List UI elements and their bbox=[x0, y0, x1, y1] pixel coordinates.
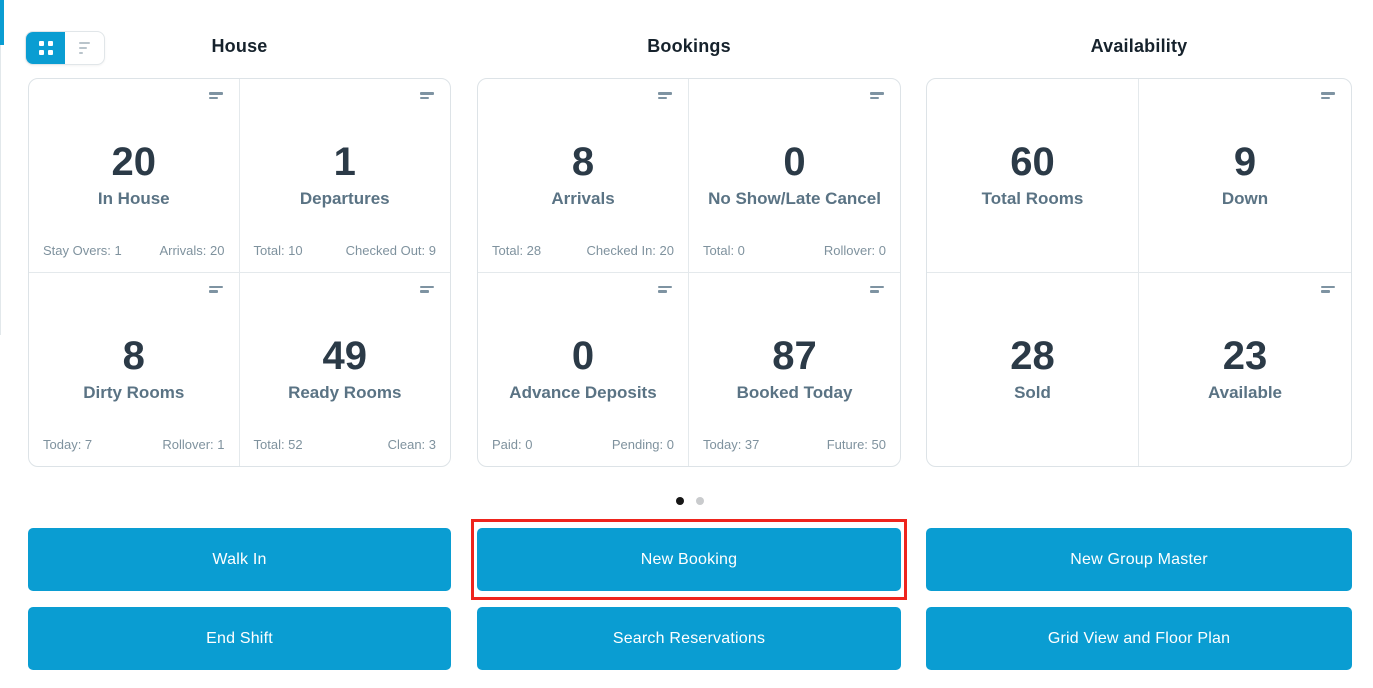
carousel-dots bbox=[28, 492, 1352, 510]
stat-card-down: 9 Down bbox=[1139, 79, 1351, 273]
stat-foot-right: Checked Out: 9 bbox=[345, 242, 436, 258]
stat-label: Advance Deposits bbox=[509, 383, 657, 403]
stat-label: Departures bbox=[299, 189, 390, 209]
stat-card-departures: 1 Departures Total: 10 Checked Out: 9 bbox=[239, 79, 450, 273]
card-menu-icon[interactable] bbox=[420, 285, 434, 293]
stat-card-arrivals: 8 Arrivals Total: 28 Checked In: 20 bbox=[478, 79, 689, 273]
stat-value: 60 bbox=[1010, 140, 1055, 185]
stat-value: 1 bbox=[333, 140, 356, 185]
search-reservations-button[interactable]: Search Reservations bbox=[477, 607, 901, 670]
stat-foot-right: Arrivals: 20 bbox=[159, 242, 225, 258]
view-toggle bbox=[25, 31, 105, 65]
stat-label: Total Rooms bbox=[981, 189, 1084, 209]
card-menu-icon[interactable] bbox=[208, 285, 223, 293]
card-menu-icon[interactable] bbox=[870, 92, 884, 99]
section-title-house: House bbox=[211, 36, 268, 56]
stat-value: 0 bbox=[783, 140, 806, 185]
grid-icon bbox=[38, 41, 53, 55]
stat-card-advance-deposits: 0 Advance Deposits Paid: 0 Pending: 0 bbox=[478, 272, 689, 466]
availability-panel: 60 Total Rooms 9 Down 28 Sold 23 Availab… bbox=[926, 78, 1352, 467]
stat-value: 0 bbox=[571, 334, 595, 379]
stat-label: Booked Today bbox=[736, 383, 853, 403]
stat-card-sold: 28 Sold bbox=[927, 272, 1139, 466]
left-edge-divider bbox=[0, 45, 1, 335]
bookings-panel: 8 Arrivals Total: 28 Checked In: 20 0 No… bbox=[477, 78, 901, 467]
stat-foot-left: Total: 0 bbox=[703, 242, 745, 258]
card-menu-icon[interactable] bbox=[658, 285, 672, 293]
stat-foot-right: Rollover: 1 bbox=[162, 437, 225, 452]
stat-foot-right: Pending: 0 bbox=[611, 437, 674, 452]
stat-foot-left: Total: 10 bbox=[253, 242, 303, 258]
grid-view-floor-plan-button[interactable]: Grid View and Floor Plan bbox=[926, 607, 1352, 670]
card-menu-icon[interactable] bbox=[1321, 92, 1335, 99]
stat-label: Dirty Rooms bbox=[83, 383, 185, 403]
stat-value: 87 bbox=[772, 334, 817, 379]
card-menu-icon[interactable] bbox=[1321, 285, 1335, 293]
card-menu-icon[interactable] bbox=[870, 285, 884, 293]
card-menu-icon[interactable] bbox=[208, 92, 223, 99]
list-view-button[interactable] bbox=[65, 32, 104, 64]
grid-view-button[interactable] bbox=[26, 32, 65, 64]
stat-foot-left: Paid: 0 bbox=[492, 437, 533, 452]
stat-label: Available bbox=[1207, 383, 1283, 403]
card-menu-icon[interactable] bbox=[658, 92, 672, 99]
section-title-bookings: Bookings bbox=[647, 36, 731, 56]
stat-label: Ready Rooms bbox=[288, 383, 402, 403]
stat-label: No Show/Late Cancel bbox=[708, 189, 881, 209]
left-edge-accent bbox=[0, 0, 4, 45]
stat-foot-right: Future: 50 bbox=[826, 437, 886, 452]
stat-value: 20 bbox=[111, 140, 157, 185]
stat-value: 9 bbox=[1233, 140, 1257, 185]
house-panel: 20 In House Stay Overs: 1 Arrivals: 20 1… bbox=[28, 78, 451, 467]
stat-card-dirty-rooms: 8 Dirty Rooms Today: 7 Rollover: 1 bbox=[29, 272, 240, 466]
stat-label: Sold bbox=[1014, 383, 1051, 403]
card-menu-icon[interactable] bbox=[420, 92, 434, 99]
stat-foot-right: Checked In: 20 bbox=[586, 242, 674, 258]
stat-card-booked-today: 87 Booked Today Today: 37 Future: 50 bbox=[689, 273, 900, 467]
carousel-dot-2[interactable] bbox=[695, 497, 704, 505]
stat-foot-left: Total: 28 bbox=[492, 242, 542, 258]
walk-in-button[interactable]: Walk In bbox=[28, 528, 451, 591]
stat-card-no-show-late-cancel: 0 No Show/Late Cancel Total: 0 Rollover:… bbox=[689, 79, 900, 273]
stat-foot-left: Today: 37 bbox=[703, 437, 760, 452]
stat-value: 49 bbox=[322, 334, 368, 379]
stat-foot-left: Total: 52 bbox=[253, 437, 303, 452]
stat-card-total-rooms: 60 Total Rooms bbox=[927, 79, 1139, 273]
stat-foot-left: Stay Overs: 1 bbox=[43, 242, 122, 258]
stat-foot-left: Today: 7 bbox=[43, 437, 93, 452]
stat-card-ready-rooms: 49 Ready Rooms Total: 52 Clean: 3 bbox=[240, 273, 451, 467]
stat-value: 8 bbox=[571, 140, 595, 185]
end-shift-button[interactable]: End Shift bbox=[28, 607, 451, 670]
stat-value: 28 bbox=[1010, 334, 1055, 379]
new-booking-button[interactable]: New Booking bbox=[477, 528, 901, 591]
stat-label: In House bbox=[97, 189, 170, 209]
section-title-availability: Availability bbox=[1090, 36, 1188, 56]
stat-card-available: 23 Available bbox=[1139, 273, 1351, 467]
list-icon bbox=[79, 42, 90, 54]
carousel-dot-1[interactable] bbox=[676, 497, 685, 505]
stat-value: 23 bbox=[1222, 334, 1268, 379]
stat-label: Arrivals bbox=[551, 189, 615, 209]
stat-foot-right: Rollover: 0 bbox=[823, 242, 886, 258]
new-group-master-button[interactable]: New Group Master bbox=[926, 528, 1352, 591]
stat-label: Down bbox=[1221, 189, 1269, 209]
stat-value: 8 bbox=[122, 334, 145, 379]
stat-card-in-house: 20 In House Stay Overs: 1 Arrivals: 20 bbox=[29, 79, 240, 273]
stat-foot-right: Clean: 3 bbox=[387, 437, 436, 452]
